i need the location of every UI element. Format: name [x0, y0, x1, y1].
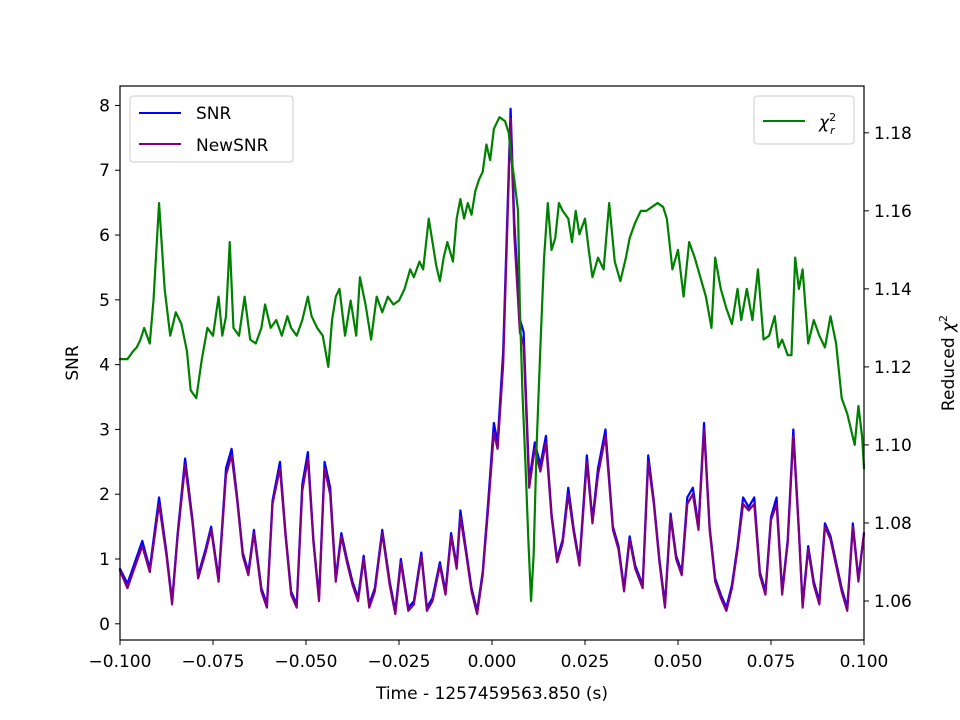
x-tick-label: 0.100 — [840, 652, 889, 672]
y-left-tick-label: 8 — [99, 96, 110, 116]
y-right-tick-label: 1.14 — [874, 280, 912, 300]
legend-label-chi2: χ2 r — [818, 111, 836, 137]
y-left-tick-label: 6 — [99, 226, 110, 246]
y-right-tick-label: 1.16 — [874, 202, 912, 222]
series-line-snr — [118, 107, 866, 612]
y-left-tick-label: 4 — [99, 356, 110, 376]
y-left-tick-label: 2 — [99, 485, 110, 505]
plot-series-layer — [118, 107, 866, 616]
x-tick-label: −0.075 — [182, 652, 245, 672]
legend-right: χ2 r — [753, 95, 855, 145]
y-left-tick-label: 5 — [99, 291, 110, 311]
legend-label-newsnr: NewSNR — [196, 136, 269, 156]
legend-left: SNR NewSNR — [129, 95, 294, 163]
y-right-tick-label: 1.12 — [874, 358, 912, 378]
x-tick-label: 0.075 — [747, 652, 796, 672]
y-right-tick-label: 1.08 — [874, 514, 912, 534]
series-line-newsnr — [118, 117, 866, 616]
y-left-tick-label: 0 — [99, 615, 110, 635]
y-axis-left-title: SNR — [63, 345, 83, 381]
y-left-tick-label: 3 — [99, 420, 110, 440]
y-axis-right-title: Reduced χ2 — [937, 315, 959, 411]
x-tick-label: −0.050 — [275, 652, 338, 672]
series-line-chi2 — [118, 116, 866, 603]
x-axis: −0.100 −0.075 −0.050 −0.025 0.000 0.025 0.050 0… — [89, 640, 889, 672]
legend-label-snr: SNR — [196, 104, 232, 124]
plot-frame — [119, 85, 865, 641]
y-axis-right: 1.06 1.08 1.10 1.12 1.14 1.16 1.18 — [864, 124, 912, 612]
y-right-tick-label: 1.06 — [874, 592, 912, 612]
y-left-tick-label: 1 — [99, 550, 110, 570]
x-tick-label: −0.100 — [89, 652, 152, 672]
y-axis-left: 0 1 2 3 4 5 6 7 8 — [99, 96, 120, 635]
y-right-tick-label: 1.10 — [874, 436, 912, 456]
x-tick-label: −0.025 — [368, 652, 431, 672]
x-tick-label: 0.025 — [561, 652, 610, 672]
x-tick-label: 0.050 — [654, 652, 703, 672]
y-right-tick-label: 1.18 — [874, 124, 912, 144]
x-axis-title: Time - 1257459563.850 (s) — [375, 684, 608, 704]
y-left-tick-label: 7 — [99, 161, 110, 181]
x-tick-label: 0.000 — [468, 652, 517, 672]
